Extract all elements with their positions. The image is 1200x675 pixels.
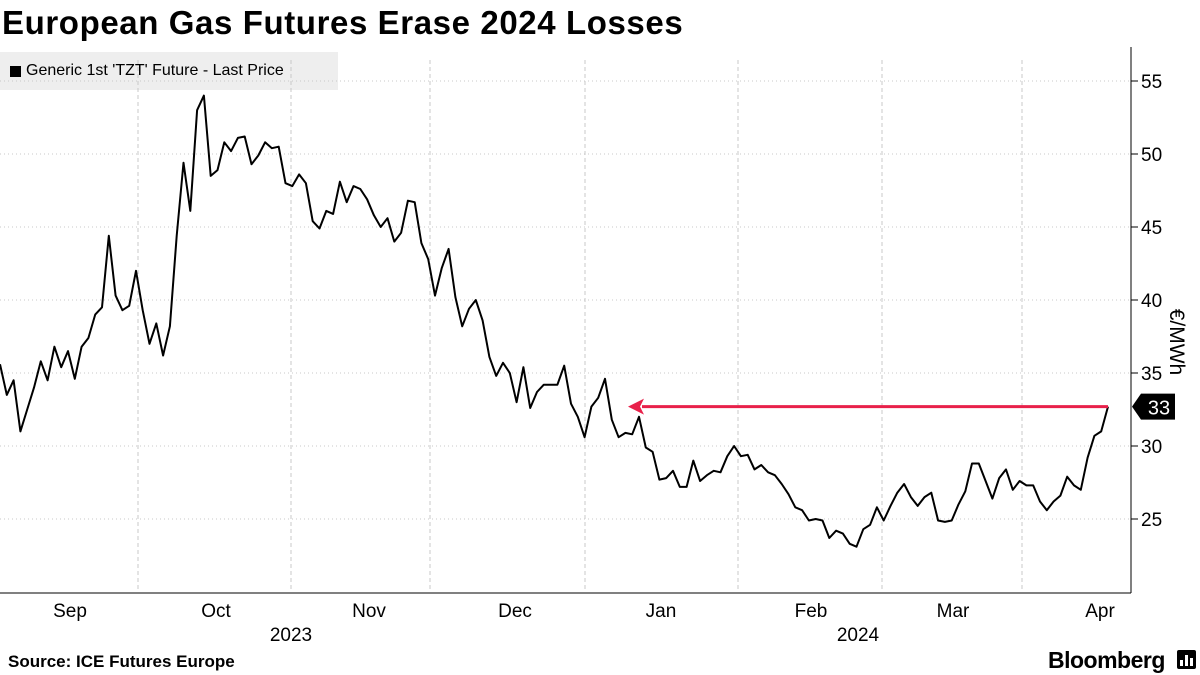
- legend-swatch: [10, 65, 21, 77]
- bloomberg-chart-icon: [1177, 650, 1196, 669]
- y-tick-label: 45: [1141, 218, 1162, 239]
- legend-label: Generic 1st 'TZT' Future - Last Price: [26, 62, 284, 79]
- bloomberg-logo: Bloomberg: [1048, 647, 1165, 673]
- series: [0, 94, 1109, 548]
- tick-labels: 25 30 35 40 45 50 55 Sep Oct Nov Dec Jan Feb Mar Apr 20…: [53, 72, 1175, 646]
- y-tick-label: 30: [1141, 437, 1162, 458]
- grid-lines: [0, 60, 1131, 590]
- chart-title: European Gas Futures Erase 2024 Losses: [2, 4, 684, 41]
- last-value-label: 33: [1148, 398, 1170, 420]
- y-tick-label: 50: [1141, 145, 1162, 166]
- y-tick-label: 55: [1141, 72, 1162, 93]
- x-year-label: 2024: [837, 625, 880, 646]
- y-tick-label: 35: [1141, 364, 1162, 385]
- annotations: [628, 398, 1108, 415]
- axes: [0, 47, 1138, 594]
- y-tick-label: 40: [1141, 291, 1162, 312]
- x-year-label: 2023: [270, 625, 312, 646]
- x-tick-label: Apr: [1085, 601, 1115, 622]
- y-tick-label: 25: [1141, 510, 1162, 531]
- source-note: Source: ICE Futures Europe: [8, 652, 235, 671]
- annotation-arrow-head: [628, 398, 644, 415]
- series-line: [0, 94, 1109, 548]
- x-tick-label: Sep: [53, 601, 87, 622]
- legend: Generic 1st 'TZT' Future - Last Price: [0, 52, 338, 90]
- x-tick-label: Mar: [937, 601, 970, 622]
- x-tick-label: Feb: [795, 601, 828, 622]
- x-tick-label: Dec: [498, 601, 532, 622]
- last-value-badge: [1132, 393, 1175, 420]
- x-tick-label: Oct: [201, 601, 231, 622]
- y-axis-label: €/MWh: [1165, 308, 1188, 376]
- x-tick-label: Jan: [646, 601, 677, 622]
- x-tick-label: Nov: [352, 601, 386, 622]
